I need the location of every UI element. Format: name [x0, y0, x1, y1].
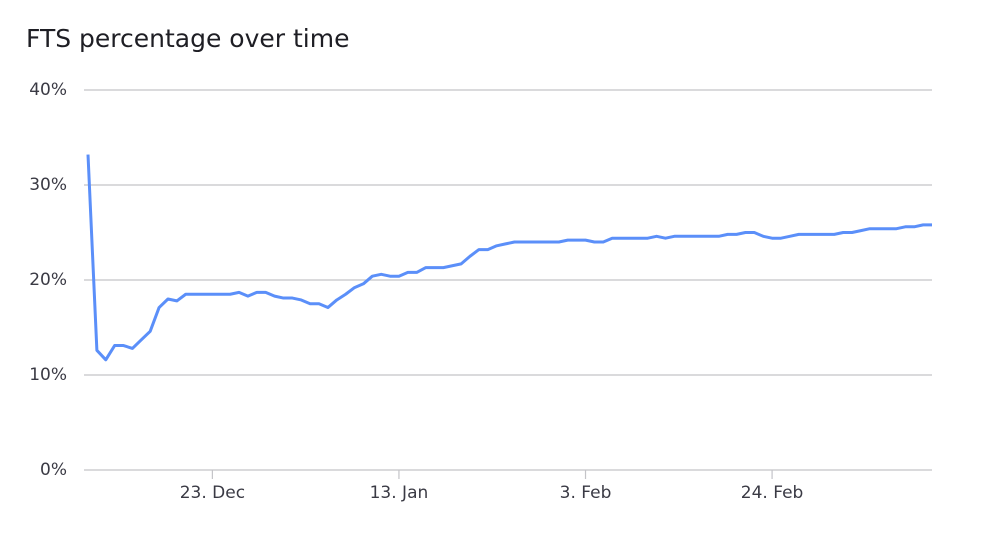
x-tick-label: 24. Feb — [741, 483, 804, 503]
x-tick-label: 3. Feb — [560, 483, 612, 503]
y-tick-label: 10% — [29, 365, 67, 385]
y-tick-label: 40% — [29, 80, 67, 100]
y-tick-label: 0% — [40, 460, 67, 480]
y-tick-label: 20% — [29, 270, 67, 290]
x-tick-label: 23. Dec — [180, 483, 245, 503]
y-tick-label: 30% — [29, 175, 67, 195]
data-line — [86, 154, 932, 362]
x-tick-label: 13. Jan — [370, 483, 429, 503]
chart-title: FTS percentage over time — [26, 24, 349, 53]
